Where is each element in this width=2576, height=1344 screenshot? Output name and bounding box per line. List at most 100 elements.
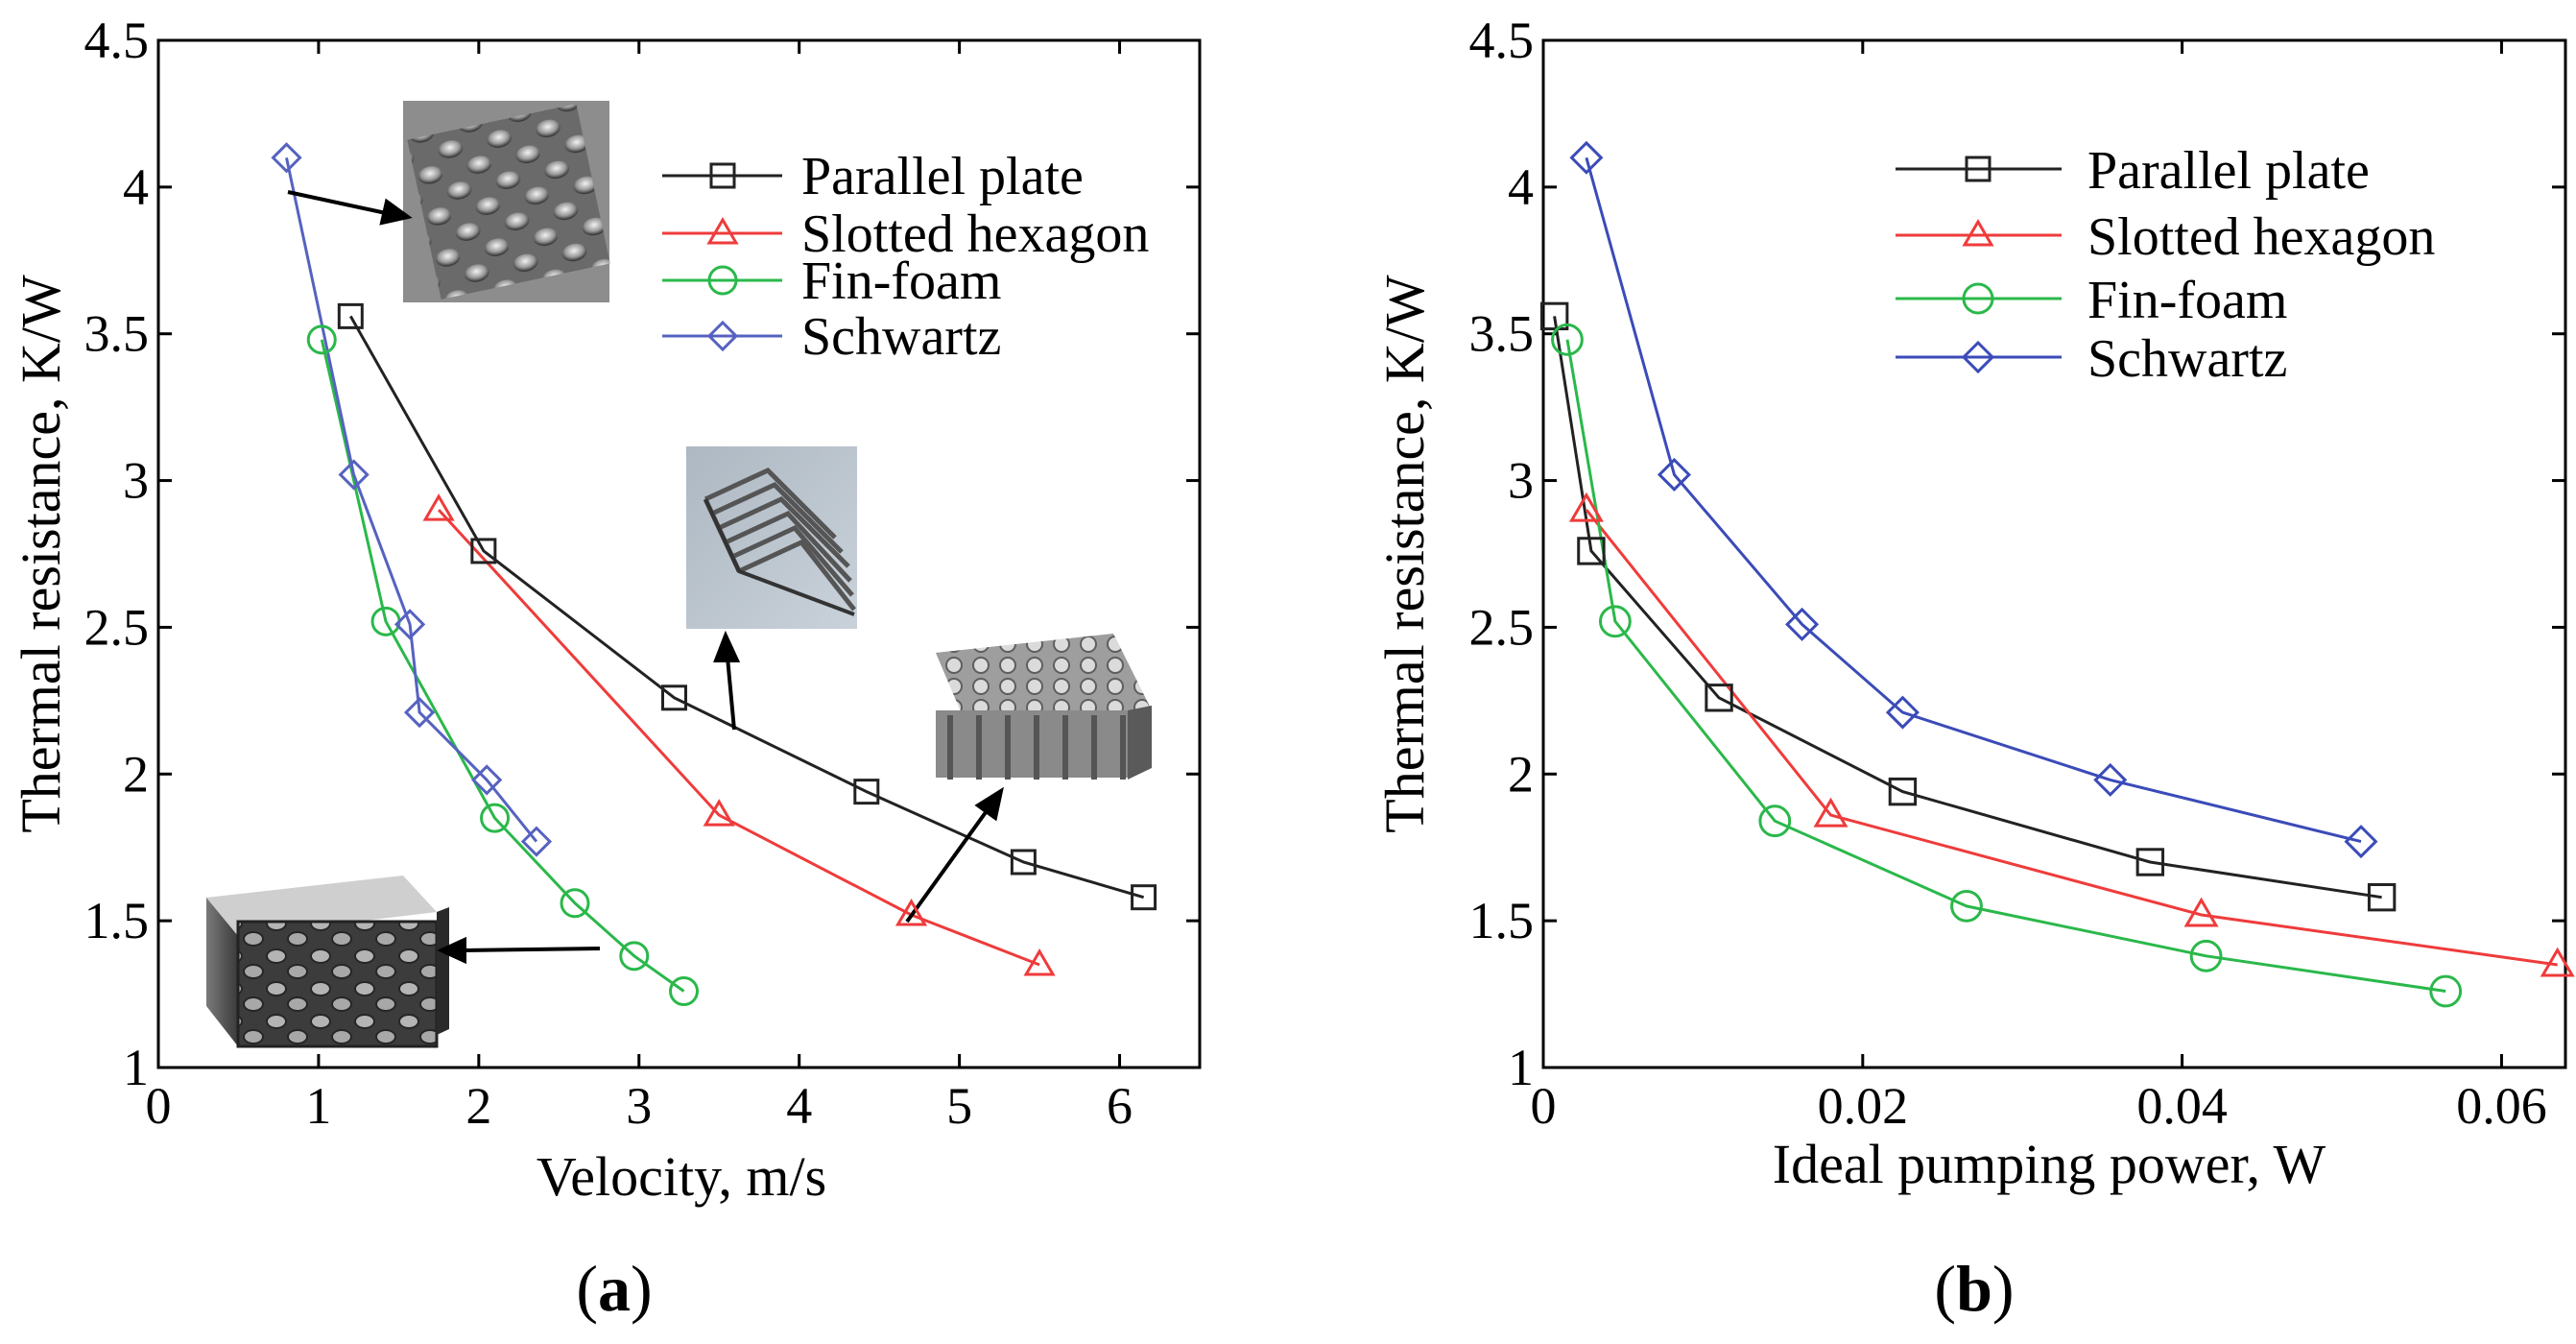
data-point-parallel-plate [470,538,497,564]
y-tick-label: 2 [123,745,149,803]
y-axis-label-a: Thermal resistance, K/W [10,275,72,833]
data-point-slotted-hexagon [422,493,455,521]
series-line-parallel-plate [1553,316,2382,900]
x-tick-label: 2 [465,1077,491,1135]
legend-label-parallel-plate-b: Parallel plate [2087,141,2370,201]
series-markers-b [1539,140,2575,1008]
y-axis-label-b: Thermal resistance, K/W [1373,275,1436,833]
data-point-parallel-plate [2367,882,2397,912]
x-axis-label-b: Ideal pumping power, W [1773,1133,2326,1195]
y-tick-label: 1.5 [1469,892,1535,949]
callout-arrow-slotted-hexagon [905,806,990,924]
y-tick-label: 3 [123,452,149,510]
y-tick-label: 4.5 [1469,12,1535,69]
data-point-slotted-hexagon [1568,492,1604,522]
axis-ticks-b: 0 0.02 0.04 0.06 1 1.5 2 2.5 3 3.5 4 4.5 [1469,12,2565,1135]
data-point-slotted-hexagon [703,799,735,827]
y-tick-label: 2.5 [1469,598,1535,656]
legend-item-slotted-hexagon: Slotted hexagon [662,204,1149,264]
legend-b: Parallel plate Slotted hexagon Fin-foam … [1896,141,2435,389]
plot-frame-a [156,38,1202,1069]
data-point-parallel-plate [1539,301,1569,331]
x-axis-label-a: Velocity, m/s [537,1145,826,1208]
data-point-slotted-hexagon [1023,948,1056,976]
data-point-schwartz [1569,140,1604,175]
legend-item-slotted-hexagon-b: Slotted hexagon [1896,207,2435,267]
data-point-parallel-plate [337,302,364,329]
fin-foam-image [206,876,449,1048]
y-tick-label: 4.5 [84,12,150,69]
legend-label-schwartz: Schwartz [801,307,1001,367]
data-point-schwartz [471,764,503,796]
data-point-parallel-plate [2135,848,2165,876]
legend-label-schwartz-b: Schwartz [2087,329,2287,389]
panel-label-a: (a) [576,1252,652,1325]
x-tick-label: 4 [786,1077,812,1135]
data-point-schwartz [2093,762,2128,797]
x-tick-label: 1 [305,1077,331,1135]
data-point-parallel-plate [853,779,880,805]
legend-item-fin-foam: Fin-foam [662,252,1001,311]
data-point-schwartz [403,696,436,729]
y-tick-label: 3.5 [1469,305,1535,363]
schwartz-structure-image [403,101,610,302]
panel-b: 0 0.02 0.04 0.06 1 1.5 2 2.5 3 3.5 4 4.5 Parallel p… [1373,12,2575,1325]
parallel-plate-image [686,446,857,629]
y-tick-label: 1 [123,1039,149,1096]
y-tick-label: 2.5 [84,598,150,656]
series-line-schwartz [285,156,538,843]
data-point-parallel-plate [1577,537,1606,565]
legend-label-fin-foam: Fin-foam [801,252,1001,311]
data-point-fin-foam [669,976,700,1007]
data-point-fin-foam [1758,804,1792,838]
legend-label-fin-foam-b: Fin-foam [2087,271,2287,330]
data-point-parallel-plate [1131,884,1157,911]
series-line-slotted-hexagon [1585,509,2558,967]
series-line-fin-foam [320,339,685,993]
x-tick-label: 0 [146,1077,172,1135]
x-tick-label: 0.06 [2456,1077,2547,1135]
x-tick-label: 5 [946,1077,972,1135]
legend-label-slotted-hexagon-b: Slotted hexagon [2087,207,2435,267]
data-point-parallel-plate [660,684,687,711]
series-line-schwartz [1585,156,2362,844]
y-tick-label: 1 [1508,1039,1534,1096]
y-tick-label: 2 [1508,745,1534,803]
data-point-schwartz [338,459,370,491]
y-tick-label: 1.5 [84,892,150,949]
series-markers-a [271,142,1157,1007]
legend-a: Parallel plate Slotted hexagon Fin-foam … [662,147,1149,367]
callout-arrows-a [287,190,1004,965]
legend-label-parallel-plate: Parallel plate [801,147,1084,206]
callout-arrow-schwartz [287,190,387,215]
series-line-slotted-hexagon [437,509,1040,967]
legend-item-parallel-plate-b: Parallel plate [1896,141,2370,201]
data-point-parallel-plate [1705,684,1733,712]
plot-frame-b [1541,38,2567,1069]
y-tick-label: 3 [1508,452,1534,510]
y-tick-label: 3.5 [84,305,150,363]
callout-arrow-parallel-plate [726,657,736,731]
series-lines-b [1553,156,2558,993]
data-point-fin-foam [560,888,590,919]
data-point-fin-foam [1950,889,1983,923]
data-point-schwartz [271,142,302,174]
data-point-schwartz [2344,825,2378,859]
data-point-parallel-plate [1010,849,1037,876]
legend-item-fin-foam-b: Fin-foam [1896,271,2287,330]
data-point-slotted-hexagon [894,899,928,926]
panel-label-b: (b) [1934,1252,2014,1325]
series-lines-a [285,156,1145,993]
data-point-slotted-hexagon [2540,947,2575,977]
x-tick-label: 0.02 [1818,1077,1909,1135]
axis-ticks-a: 0 1 2 3 4 5 611.522.533.544.5 [84,12,1200,1135]
callout-arrow-fin-foam [462,947,601,952]
data-point-slotted-hexagon [1813,797,1849,828]
legend-label-slotted-hexagon: Slotted hexagon [801,204,1149,264]
y-tick-label: 4 [1508,158,1534,216]
data-point-schwartz [1657,457,1691,492]
y-tick-label: 4 [123,158,149,216]
slotted-hexagon-image [936,634,1152,780]
data-point-schwartz [394,609,426,640]
x-tick-label: 0.04 [2136,1077,2228,1135]
